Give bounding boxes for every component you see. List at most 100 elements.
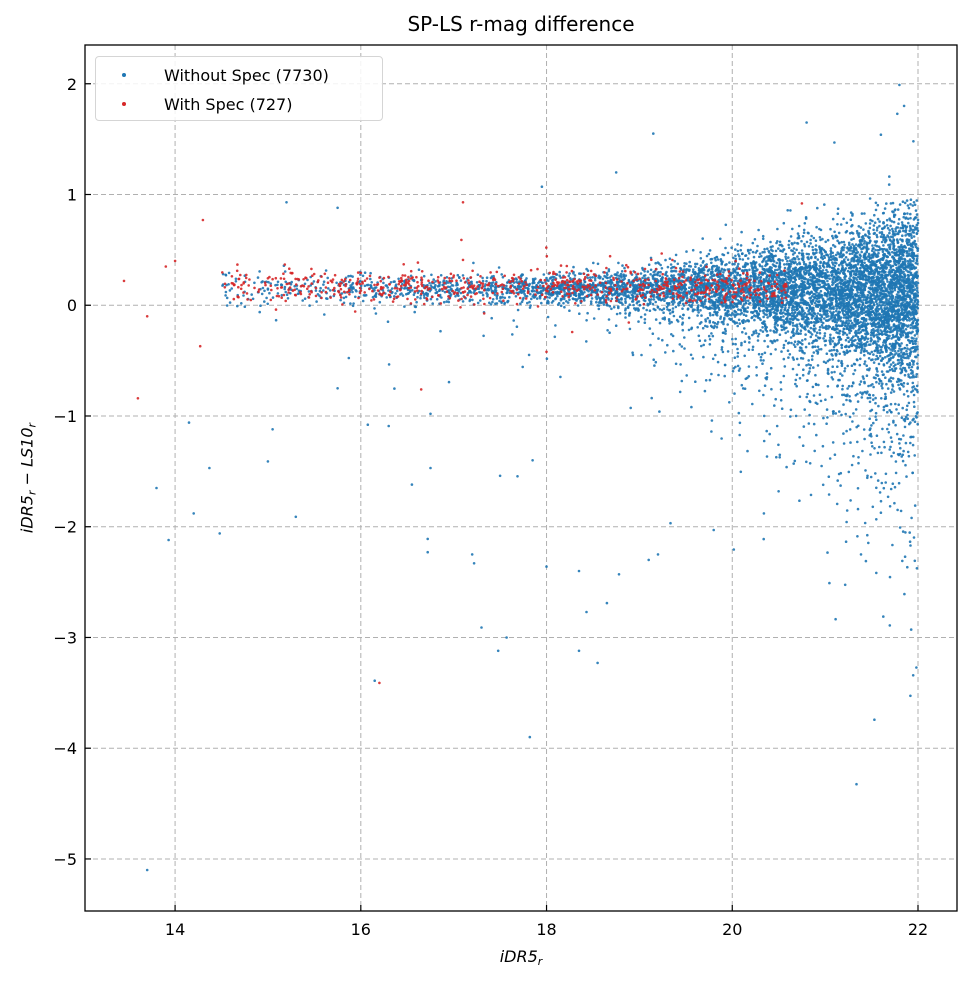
point-without-spec (864, 469, 867, 472)
point-without-spec (800, 249, 804, 252)
point-without-spec (845, 520, 848, 524)
point-without-spec (683, 347, 686, 350)
point-without-spec (761, 234, 765, 238)
point-without-spec (390, 287, 394, 290)
point-without-spec (816, 352, 819, 355)
point-without-spec (824, 398, 827, 402)
point-without-spec (322, 280, 326, 284)
point-without-spec (753, 318, 756, 322)
point-without-spec (680, 291, 684, 294)
point-without-spec (841, 387, 844, 391)
point-without-spec (871, 383, 874, 386)
point-without-spec (755, 331, 758, 335)
point-without-spec (881, 344, 885, 347)
point-without-spec (413, 310, 417, 314)
point-without-spec (912, 231, 916, 234)
point-without-spec (761, 326, 764, 329)
point-without-spec (916, 221, 920, 225)
point-without-spec (875, 343, 879, 347)
point-without-spec (508, 295, 511, 299)
point-without-spec (840, 364, 844, 368)
point-without-spec (850, 303, 853, 306)
point-without-spec (710, 419, 714, 422)
point-without-spec (842, 316, 846, 319)
point-without-spec (307, 290, 311, 293)
point-without-spec (912, 235, 916, 238)
point-without-spec (895, 315, 898, 319)
point-without-spec (805, 240, 809, 244)
point-without-spec (829, 310, 832, 313)
point-without-spec (831, 237, 835, 240)
point-without-spec (913, 504, 917, 507)
point-without-spec (882, 313, 885, 316)
point-without-spec (786, 349, 790, 353)
point-without-spec (869, 322, 872, 325)
point-without-spec (858, 383, 862, 386)
point-without-spec (688, 260, 691, 264)
point-without-spec (475, 281, 479, 284)
point-without-spec (817, 383, 820, 387)
point-without-spec (913, 387, 917, 391)
point-without-spec (833, 342, 837, 346)
point-without-spec (870, 441, 873, 445)
point-without-spec (772, 260, 776, 263)
point-without-spec (769, 352, 773, 356)
point-without-spec (690, 296, 693, 300)
point-without-spec (711, 334, 715, 338)
point-without-spec (881, 386, 884, 390)
point-without-spec (290, 280, 294, 284)
point-without-spec (795, 314, 799, 317)
point-without-spec (912, 201, 916, 204)
point-without-spec (476, 301, 480, 305)
point-without-spec (489, 303, 493, 306)
point-without-spec (897, 437, 901, 441)
point-without-spec (915, 337, 918, 341)
point-without-spec (866, 267, 869, 270)
point-without-spec (792, 247, 796, 250)
point-without-spec (617, 261, 620, 265)
point-without-spec (253, 281, 256, 285)
point-without-spec (744, 301, 748, 305)
point-without-spec (803, 325, 807, 329)
point-without-spec (895, 380, 899, 384)
point-without-spec (822, 337, 825, 340)
point-without-spec (624, 316, 627, 319)
point-without-spec (882, 339, 886, 342)
point-without-spec (686, 308, 690, 311)
point-without-spec (802, 313, 806, 316)
point-without-spec (743, 296, 746, 300)
point-without-spec (812, 236, 816, 240)
point-without-spec (628, 296, 632, 300)
point-without-spec (646, 270, 650, 273)
point-without-spec (855, 782, 858, 786)
point-without-spec (838, 294, 842, 298)
point-without-spec (776, 268, 779, 272)
point-without-spec (660, 308, 664, 312)
point-without-spec (837, 231, 841, 235)
point-without-spec (500, 301, 503, 305)
point-without-spec (658, 321, 662, 325)
point-without-spec (838, 378, 841, 382)
point-without-spec (783, 266, 787, 270)
point-without-spec (874, 376, 877, 380)
point-without-spec (813, 449, 816, 453)
point-without-spec (652, 358, 655, 362)
point-without-spec (879, 348, 883, 352)
point-without-spec (716, 311, 719, 314)
point-without-spec (897, 383, 900, 387)
point-without-spec (228, 289, 232, 292)
point-without-spec (782, 315, 785, 318)
point-without-spec (894, 471, 898, 475)
point-without-spec (758, 255, 761, 259)
point-without-spec (894, 230, 897, 233)
point-without-spec (762, 414, 766, 418)
point-without-spec (733, 262, 736, 266)
point-without-spec (852, 285, 855, 288)
point-without-spec (717, 373, 720, 377)
point-without-spec (841, 330, 845, 333)
point-without-spec (461, 274, 465, 277)
point-without-spec (901, 459, 905, 463)
point-without-spec (227, 271, 231, 275)
point-without-spec (911, 674, 915, 677)
point-without-spec (837, 263, 841, 267)
